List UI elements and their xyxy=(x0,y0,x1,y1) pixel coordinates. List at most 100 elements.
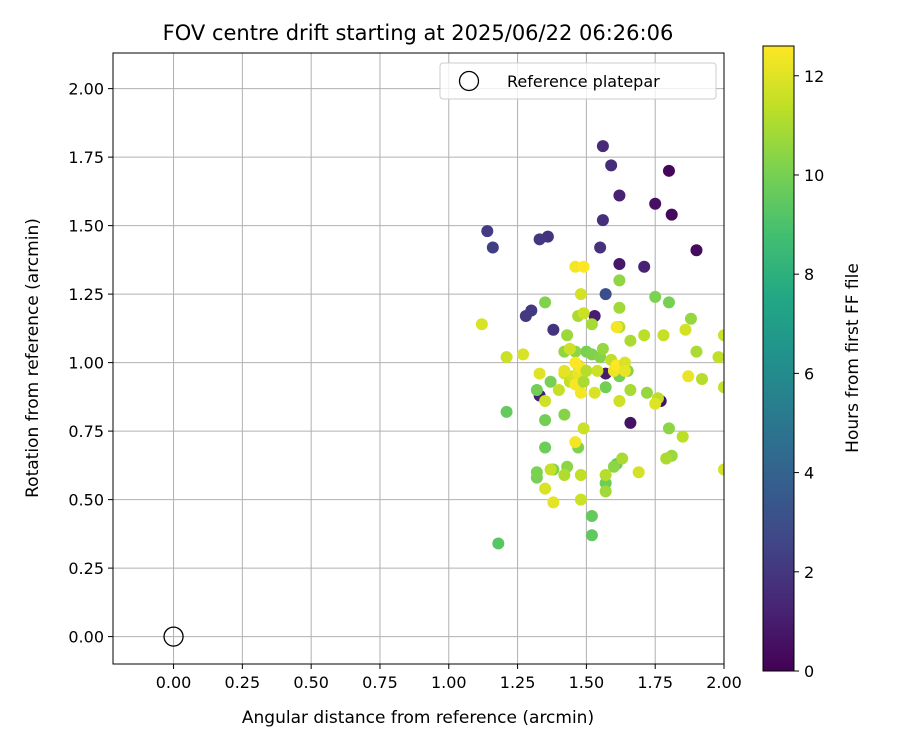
data-point xyxy=(657,329,670,342)
data-point xyxy=(585,318,598,331)
data-point xyxy=(616,452,629,465)
data-point xyxy=(599,477,612,490)
data-point xyxy=(676,430,689,443)
data-point xyxy=(624,384,637,397)
colorbar-tick-label: 6 xyxy=(804,364,814,383)
data-point xyxy=(577,422,590,435)
data-point xyxy=(500,405,513,418)
data-point xyxy=(539,394,552,407)
colorbar-tick-label: 8 xyxy=(804,265,814,284)
data-point xyxy=(577,307,590,320)
data-point xyxy=(530,384,543,397)
data-point xyxy=(607,460,620,473)
data-point xyxy=(588,386,601,399)
data-point xyxy=(712,351,724,364)
data-point xyxy=(640,386,653,399)
x-tick-label: 1.00 xyxy=(431,673,467,692)
data-point xyxy=(662,164,675,177)
data-point xyxy=(539,482,552,495)
data-point xyxy=(558,468,571,481)
data-point xyxy=(599,468,612,481)
data-point xyxy=(662,296,675,309)
data-point xyxy=(574,468,587,481)
y-tick-label: 0.50 xyxy=(68,491,104,510)
colorbar-tick-label: 2 xyxy=(804,563,814,582)
x-axis-title: Angular distance from reference (arcmin) xyxy=(242,708,594,728)
data-point xyxy=(682,370,695,383)
data-point xyxy=(517,348,530,361)
data-point xyxy=(613,274,626,287)
data-point xyxy=(599,381,612,394)
y-tick-label: 2.00 xyxy=(68,80,104,99)
data-point xyxy=(718,381,724,394)
legend: Reference platepar xyxy=(439,62,717,100)
data-point xyxy=(649,290,662,303)
y-tick-label: 1.50 xyxy=(68,217,104,236)
data-point xyxy=(519,310,532,323)
data-points xyxy=(475,140,724,550)
data-point xyxy=(547,323,560,336)
data-point xyxy=(585,529,598,542)
x-tick-label: 1.75 xyxy=(637,673,673,692)
data-point xyxy=(638,329,651,342)
y-tick-label: 1.25 xyxy=(68,285,104,304)
x-tick-label: 0.50 xyxy=(293,673,329,692)
legend-hollow-circle-marker xyxy=(458,70,480,92)
data-point xyxy=(596,140,609,153)
data-point xyxy=(718,329,724,342)
data-point xyxy=(500,351,513,364)
data-point xyxy=(695,373,708,386)
data-point xyxy=(618,356,631,369)
colorbar-title: Hours from first FF file xyxy=(843,263,863,453)
data-point xyxy=(577,375,590,388)
data-point xyxy=(690,244,703,257)
data-point xyxy=(605,159,618,172)
y-tick-label: 0.25 xyxy=(68,559,104,578)
colorbar-tick-label: 12 xyxy=(804,67,824,86)
data-point xyxy=(613,257,626,270)
x-tick-label: 0.75 xyxy=(362,673,398,692)
data-point xyxy=(690,345,703,358)
data-point xyxy=(665,208,678,221)
y-tick-label: 1.75 xyxy=(68,148,104,167)
data-point xyxy=(596,342,609,355)
data-point xyxy=(547,496,560,509)
colorbar-ticks: 0 2 4 6 8 10 12 xyxy=(794,67,824,681)
y-axis-title: Rotation from reference (arcmin) xyxy=(23,218,43,498)
x-tick-label: 0.25 xyxy=(225,673,261,692)
data-point xyxy=(591,364,604,377)
legend-label: Reference platepar xyxy=(507,72,660,91)
data-point xyxy=(580,364,593,377)
data-point xyxy=(558,408,571,421)
data-point xyxy=(618,364,631,377)
y-tick-label: 0.75 xyxy=(68,422,104,441)
y-tick-label: 0.00 xyxy=(68,628,104,647)
data-point xyxy=(684,312,697,325)
data-point xyxy=(649,397,662,410)
data-point xyxy=(563,342,576,355)
data-point xyxy=(574,288,587,301)
data-point xyxy=(624,334,637,347)
colorbar-gradient xyxy=(762,45,795,672)
data-point xyxy=(569,436,582,449)
x-tick-label: 0.00 xyxy=(156,673,192,692)
data-point xyxy=(649,197,662,210)
data-point xyxy=(558,364,571,377)
data-point xyxy=(481,225,494,238)
data-point xyxy=(594,241,607,254)
data-point xyxy=(574,493,587,506)
data-point xyxy=(596,214,609,227)
data-point xyxy=(660,452,673,465)
data-point xyxy=(613,301,626,314)
data-point xyxy=(530,466,543,479)
data-point xyxy=(632,466,645,479)
data-point xyxy=(475,318,488,331)
data-point xyxy=(539,441,552,454)
chart-title: FOV centre drift starting at 2025/06/22 … xyxy=(163,21,674,45)
data-point xyxy=(539,296,552,309)
data-point xyxy=(638,260,651,273)
data-point xyxy=(569,260,582,273)
data-point xyxy=(610,320,623,333)
data-point xyxy=(569,356,582,369)
